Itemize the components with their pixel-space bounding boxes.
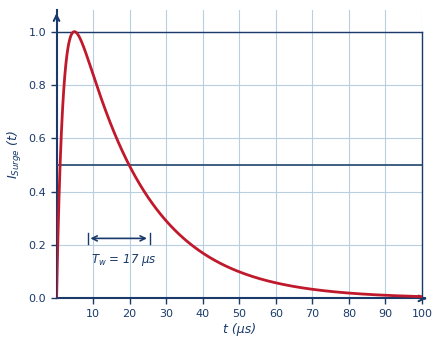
Y-axis label: $I_{Surge}$ (t): $I_{Surge}$ (t) xyxy=(6,130,24,179)
Text: $T_w$ = 17 μs: $T_w$ = 17 μs xyxy=(91,252,157,268)
X-axis label: t (μs): t (μs) xyxy=(222,323,255,336)
